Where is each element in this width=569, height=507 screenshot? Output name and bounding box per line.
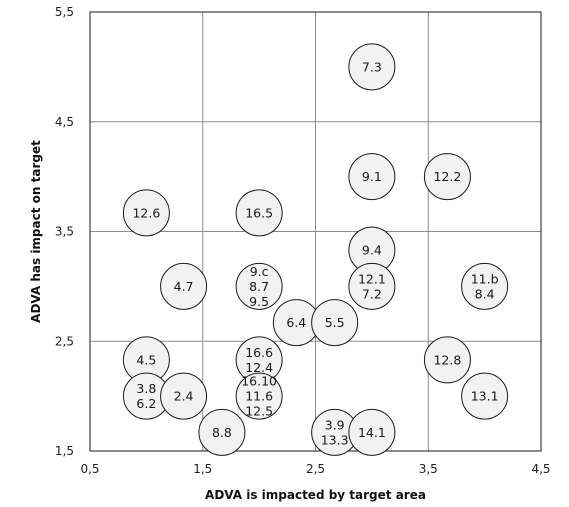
x-tick-label: 2,5: [306, 462, 325, 476]
y-tick-label: 4,5: [55, 115, 74, 129]
data-point-label: 13.3: [321, 432, 349, 447]
data-point: 12.17.2: [348, 262, 396, 310]
data-point-label: 6.2: [136, 396, 156, 411]
x-axis-title: ADVA is impacted by target area: [205, 488, 426, 502]
data-point-label: 5.5: [325, 315, 345, 330]
data-point-label: 9.4: [362, 243, 382, 258]
data-point-label: 7.3: [362, 59, 382, 74]
data-point-label: 16.10: [241, 374, 277, 389]
data-point-label: 16.5: [245, 205, 273, 220]
data-point-label: 12.2: [433, 169, 461, 184]
data-point-bubble: [348, 408, 396, 456]
data-point-bubble: [122, 189, 170, 237]
data-point: 4.5: [122, 336, 170, 384]
data-point-bubble: [423, 153, 471, 201]
data-point: 4.7: [160, 262, 208, 310]
data-point-label: 16.6: [245, 345, 273, 360]
x-tick-label: 0,5: [80, 462, 99, 476]
y-tick-label: 3,5: [55, 225, 74, 239]
data-point: 9.4: [348, 226, 396, 274]
grid-layer: [90, 12, 541, 451]
data-point: 12.6: [122, 189, 170, 237]
data-point-label: 9.1: [362, 169, 382, 184]
data-point-label: 3.9: [325, 417, 345, 432]
data-point: 3.913.3: [311, 408, 359, 456]
data-point: 7.3: [348, 43, 396, 91]
plot-border: [89, 11, 542, 452]
data-point-label: 4.7: [174, 279, 194, 294]
x-tick-label: 1,5: [193, 462, 212, 476]
data-point: 12.8: [423, 336, 471, 384]
data-point: 6.4: [272, 299, 320, 347]
x-tick-label: 3,5: [419, 462, 438, 476]
data-point: 13.1: [461, 372, 509, 420]
y-tick-label: 5,5: [55, 5, 74, 19]
data-point-label: 2.4: [174, 389, 194, 404]
data-point-label: 9.c: [250, 264, 269, 279]
data-point-bubble: [235, 372, 283, 420]
data-point-label: 8.4: [475, 286, 495, 301]
data-point: 8.8: [198, 408, 246, 456]
data-point-label: 9.5: [249, 294, 269, 309]
data-point-bubble: [423, 336, 471, 384]
data-point: 12.2: [423, 153, 471, 201]
data-point-label: 14.1: [358, 425, 386, 440]
data-point-bubble: [160, 372, 208, 420]
data-point: 2.4: [160, 372, 208, 420]
data-point-label: 7.2: [362, 286, 382, 301]
data-point-bubble: [311, 299, 359, 347]
data-point-label: 4.5: [136, 352, 156, 367]
data-point-bubble: [461, 372, 509, 420]
data-point-bubble: [461, 262, 509, 310]
data-point-label: 6.4: [286, 315, 306, 330]
data-point: 14.1: [348, 408, 396, 456]
y-axis-title: ADVA has impact on target: [29, 140, 43, 323]
data-point-bubble: [348, 262, 396, 310]
data-point-bubble: [235, 262, 283, 310]
data-point: 9.1: [348, 153, 396, 201]
data-point-label: 11.b: [471, 271, 499, 286]
data-point-label: 12.4: [245, 360, 273, 375]
x-tick-label: 4,5: [531, 462, 550, 476]
data-point-label: 8.7: [249, 279, 269, 294]
data-point-label: 12.8: [433, 352, 461, 367]
data-point-label: 8.8: [212, 425, 232, 440]
data-point: 11.b8.4: [461, 262, 509, 310]
data-point: 9.c8.79.5: [235, 262, 283, 310]
data-point-label: 12.1: [358, 271, 386, 286]
data-point-label: 3.8: [136, 381, 156, 396]
data-point-label: 12.6: [132, 205, 160, 220]
data-point-bubble: [348, 43, 396, 91]
data-point-label: 11.6: [245, 389, 273, 404]
data-point: 16.5: [235, 189, 283, 237]
data-point-bubble: [198, 408, 246, 456]
data-point-label: 13.1: [471, 389, 499, 404]
data-point-bubble: [160, 262, 208, 310]
points-layer: 7.3 9.1 12.2 12.6 16.5 9.4 4.7 9.c8.79.5 12.17.2…: [122, 43, 509, 456]
data-point: 16.612.4: [235, 336, 283, 384]
data-point: 5.5: [311, 299, 359, 347]
data-point-bubble: [235, 189, 283, 237]
tick-layer: 0,5 1,5 2,5 3,5 4,5 1,5 2,5 3,5 4,5 5,5: [55, 5, 551, 476]
data-point-bubble: [348, 153, 396, 201]
y-tick-label: 1,5: [55, 444, 74, 458]
data-point-label: 12.5: [245, 404, 273, 419]
y-tick-label: 2,5: [55, 334, 74, 348]
